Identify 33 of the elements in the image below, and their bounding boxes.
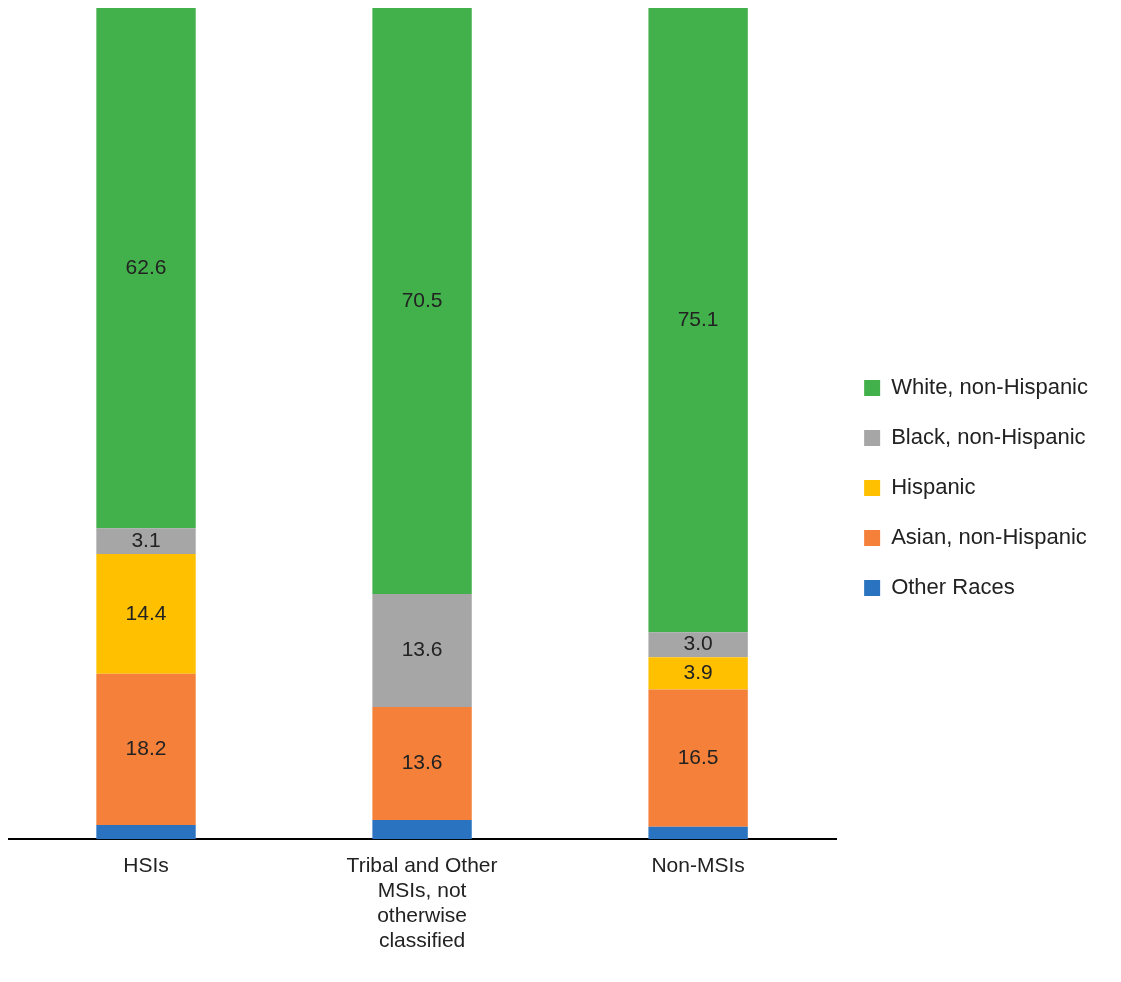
bar bbox=[96, 673, 196, 826]
bar bbox=[648, 657, 748, 690]
bar bbox=[96, 8, 196, 529]
legend-label: Asian, non-Hispanic bbox=[891, 524, 1087, 550]
bar bbox=[648, 8, 748, 633]
data-label: 70.5 bbox=[401, 287, 443, 311]
legend-label: Other Races bbox=[891, 574, 1015, 600]
legend-label: Hispanic bbox=[891, 474, 976, 500]
bar bbox=[648, 632, 748, 658]
data-label: 13.6 bbox=[401, 637, 443, 661]
bar bbox=[96, 528, 196, 555]
data-label: 13.6 bbox=[401, 750, 443, 774]
bar bbox=[372, 594, 472, 708]
bar bbox=[372, 8, 472, 594]
bar bbox=[648, 689, 748, 827]
x-tick-label: Tribal and Other MSIs, not otherwise classified bbox=[346, 852, 498, 952]
data-label: 3.0 bbox=[683, 631, 713, 655]
data-label: 16.5 bbox=[677, 744, 719, 768]
data-label: 3.1 bbox=[131, 528, 161, 552]
data-label: 75.1 bbox=[677, 306, 719, 330]
bar bbox=[648, 826, 748, 840]
bar bbox=[96, 554, 196, 674]
x-tick-label: HSIs bbox=[123, 852, 169, 876]
data-label: 18.2 bbox=[125, 736, 167, 760]
bar bbox=[96, 825, 196, 840]
data-label: 14.4 bbox=[125, 600, 167, 624]
legend-label: White, non-Hispanic bbox=[891, 374, 1089, 400]
data-label: 3.9 bbox=[683, 660, 713, 684]
bar bbox=[372, 820, 472, 840]
legend-label: Black, non-Hispanic bbox=[891, 424, 1086, 450]
bar bbox=[372, 707, 472, 821]
x-tick-label: Non-MSIs bbox=[651, 852, 745, 876]
data-label: 62.6 bbox=[125, 254, 167, 278]
